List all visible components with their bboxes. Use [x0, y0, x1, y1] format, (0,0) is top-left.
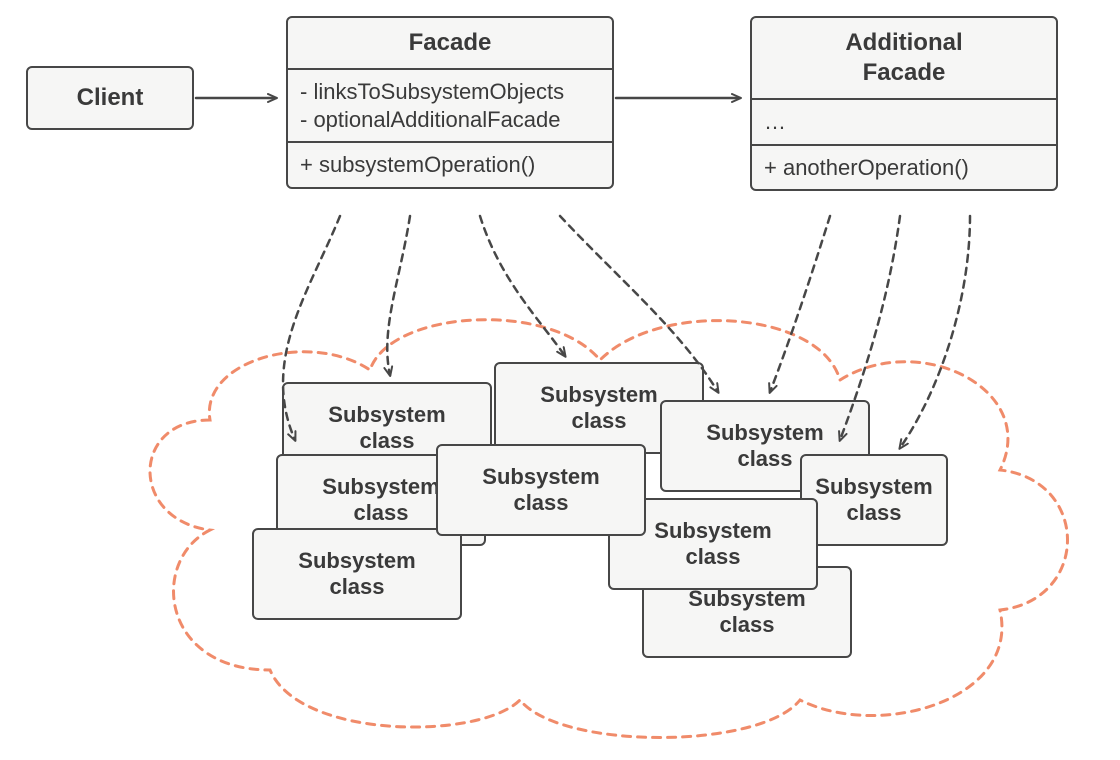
- facade-method-0: + subsystemOperation(): [300, 151, 600, 179]
- facade-attr-0: - linksToSubsystemObjects: [300, 78, 600, 106]
- arrow: [387, 216, 410, 375]
- additional-title: Additional Facade: [752, 18, 1056, 100]
- additional-methods: + anotherOperation(): [752, 146, 1056, 190]
- subsystem-box: Subsystemclass: [800, 454, 948, 546]
- subsystem-label: Subsystemclass: [654, 518, 771, 571]
- subsystem-label: Subsystemclass: [688, 586, 805, 639]
- client-box: Client: [26, 66, 194, 130]
- additional-attributes: …: [752, 100, 1056, 146]
- subsystem-label: Subsystemclass: [328, 402, 445, 455]
- additional-method-0: + anotherOperation(): [764, 154, 1044, 182]
- facade-attr-1: - optionalAdditionalFacade: [300, 106, 600, 134]
- arrow: [480, 216, 565, 356]
- subsystem-box: Subsystemclass: [252, 528, 462, 620]
- facade-title: Facade: [288, 18, 612, 70]
- subsystem-label: Subsystemclass: [298, 548, 415, 601]
- subsystem-label: Subsystemclass: [322, 474, 439, 527]
- arrow: [770, 216, 830, 392]
- facade-attributes: - linksToSubsystemObjects - optionalAddi…: [288, 70, 612, 143]
- facade-methods: + subsystemOperation(): [288, 143, 612, 187]
- client-label: Client: [77, 84, 144, 112]
- additional-attr-0: …: [764, 108, 1044, 136]
- subsystem-label: Subsystemclass: [815, 474, 932, 527]
- additional-facade-box: Additional Facade … + anotherOperation(): [750, 16, 1058, 191]
- facade-box: Facade - linksToSubsystemObjects - optio…: [286, 16, 614, 189]
- arrow: [900, 216, 970, 448]
- subsystem-label: Subsystemclass: [540, 382, 657, 435]
- subsystem-label: Subsystemclass: [482, 464, 599, 517]
- subsystem-box: Subsystemclass: [436, 444, 646, 536]
